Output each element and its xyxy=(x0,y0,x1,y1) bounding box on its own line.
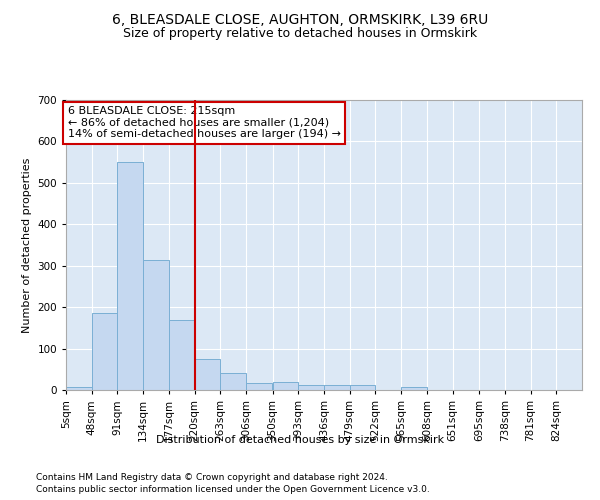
Bar xyxy=(143,260,169,390)
Bar xyxy=(92,314,118,390)
Bar xyxy=(118,162,143,390)
Bar xyxy=(298,385,324,390)
Bar xyxy=(195,359,220,390)
Bar xyxy=(350,384,376,390)
Bar xyxy=(272,382,298,390)
Y-axis label: Number of detached properties: Number of detached properties xyxy=(22,158,32,332)
Text: Contains public sector information licensed under the Open Government Licence v3: Contains public sector information licen… xyxy=(36,485,430,494)
Text: Contains HM Land Registry data © Crown copyright and database right 2024.: Contains HM Land Registry data © Crown c… xyxy=(36,472,388,482)
Bar xyxy=(324,384,350,390)
Text: 6 BLEASDALE CLOSE: 215sqm
← 86% of detached houses are smaller (1,204)
14% of se: 6 BLEASDALE CLOSE: 215sqm ← 86% of detac… xyxy=(68,106,341,140)
Bar xyxy=(246,382,272,390)
Bar xyxy=(401,387,427,390)
Bar xyxy=(169,320,195,390)
Text: Distribution of detached houses by size in Ormskirk: Distribution of detached houses by size … xyxy=(156,435,444,445)
Text: 6, BLEASDALE CLOSE, AUGHTON, ORMSKIRK, L39 6RU: 6, BLEASDALE CLOSE, AUGHTON, ORMSKIRK, L… xyxy=(112,12,488,26)
Bar xyxy=(66,386,92,390)
Text: Size of property relative to detached houses in Ormskirk: Size of property relative to detached ho… xyxy=(123,28,477,40)
Bar xyxy=(220,372,246,390)
